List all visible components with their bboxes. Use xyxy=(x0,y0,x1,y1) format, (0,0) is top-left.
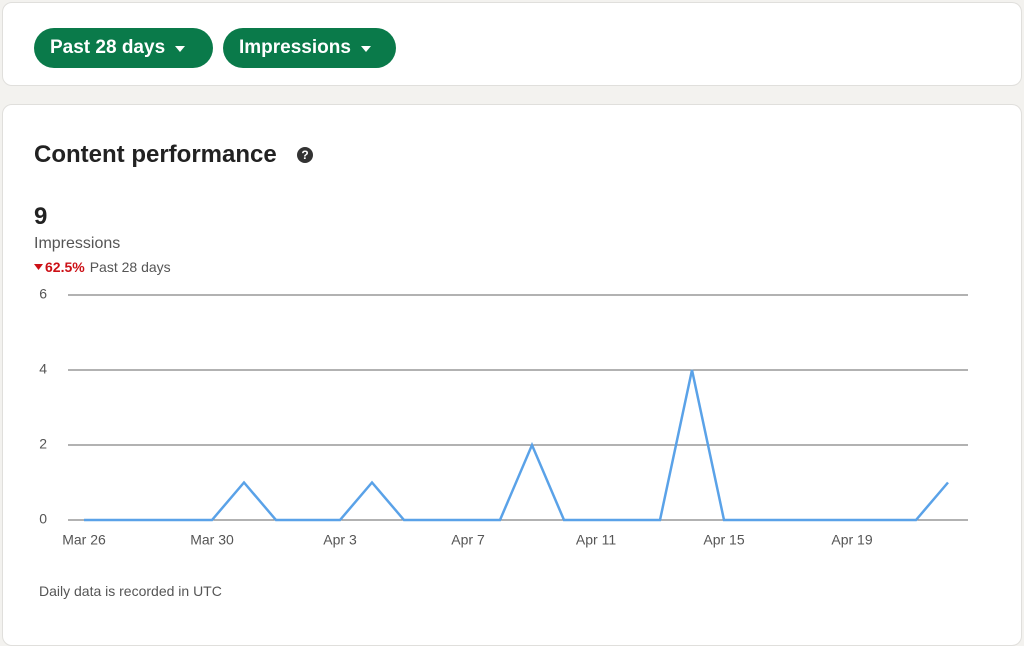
x-tick-label: Apr 7 xyxy=(451,532,485,548)
performance-card: Content performance ? 9 Impressions 62.5… xyxy=(2,104,1022,646)
svg-text:?: ? xyxy=(301,148,308,162)
x-tick-label: Mar 30 xyxy=(190,532,234,548)
filter-card: Past 28 days Impressions xyxy=(2,2,1022,86)
footnote: Daily data is recorded in UTC xyxy=(39,583,222,599)
x-tick-label: Apr 3 xyxy=(323,532,357,548)
y-tick-label: 0 xyxy=(39,511,47,527)
card-title: Content performance xyxy=(34,141,277,168)
x-tick-label: Apr 11 xyxy=(576,532,616,548)
y-tick-label: 4 xyxy=(39,361,47,377)
metric-label: Impressions xyxy=(34,235,121,252)
y-tick-label: 2 xyxy=(39,436,47,452)
chart: 0 2 4 6 Mar 26 Mar 30 Apr 3 Apr 7 Apr 11 Apr 15 Ap… xyxy=(39,286,968,548)
x-tick-label: Apr 15 xyxy=(703,532,744,548)
change-period: Past 28 days xyxy=(89,259,171,275)
metric-filter[interactable]: Impressions xyxy=(223,28,396,68)
down-arrow xyxy=(34,264,43,270)
change-value: 62.5% xyxy=(45,259,85,275)
date-filter[interactable]: Past 28 days xyxy=(34,28,213,68)
y-tick-label: 6 xyxy=(39,286,47,302)
x-tick-label: Mar 26 xyxy=(62,532,106,548)
help-icon[interactable]: ? xyxy=(295,145,315,165)
data-line xyxy=(84,369,949,522)
x-tick-label: Apr 19 xyxy=(831,532,872,548)
total-value: 9 xyxy=(34,203,48,230)
page: Past 28 days Impressions Content perform… xyxy=(0,0,1024,630)
change-row: 62.5% Past 28 days xyxy=(34,259,171,275)
